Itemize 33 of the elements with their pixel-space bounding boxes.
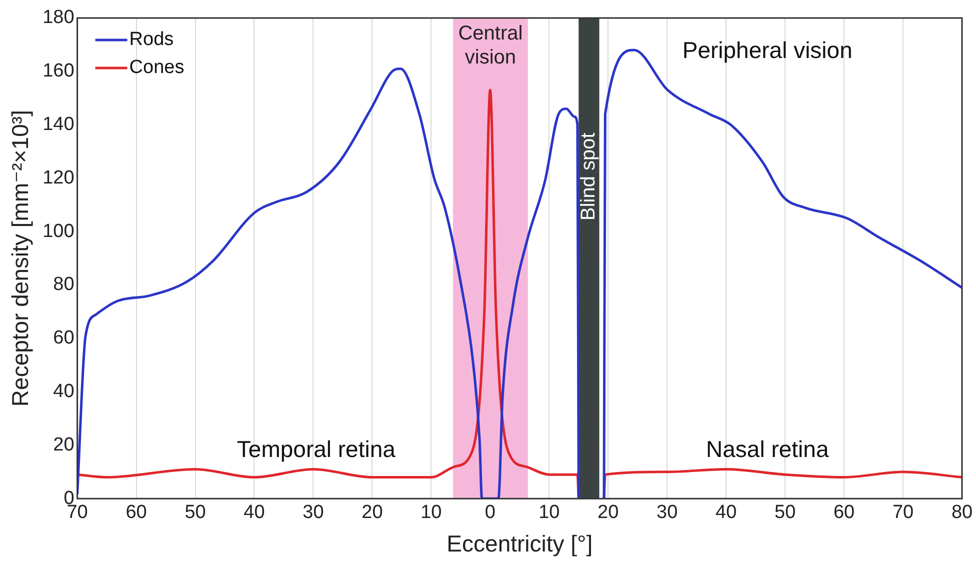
- y-tick-label: 20: [53, 434, 74, 456]
- annotation: Nasal retina: [706, 436, 829, 462]
- y-tick-label: 160: [42, 60, 74, 82]
- y-tick-label: 60: [53, 328, 74, 349]
- band-label: Central vision: [458, 22, 523, 69]
- x-tick-label: 20: [598, 502, 619, 524]
- x-tick-label: 50: [774, 502, 796, 524]
- annotation: Temporal retina: [236, 436, 396, 462]
- legend-label: Cones: [129, 57, 184, 78]
- y-tick-label: 40: [53, 381, 74, 402]
- x-tick-label: 80: [951, 502, 973, 524]
- x-tick-label: 0: [484, 502, 496, 524]
- y-tick-label: 180: [42, 7, 74, 28]
- y-tick-label: 120: [42, 167, 74, 188]
- x-tick-label: 10: [420, 502, 442, 524]
- x-tick-label: 10: [538, 502, 560, 524]
- x-tick-label: 60: [126, 502, 147, 524]
- x-axis-title: Eccentricity [°]: [446, 530, 593, 557]
- x-tick-label: 30: [656, 502, 678, 524]
- x-tick-label: 60: [833, 502, 855, 524]
- y-tick-label: 100: [42, 220, 74, 242]
- y-axis-title: Receptor density [mm⁻²×10³]: [7, 110, 34, 407]
- x-tick-label: 40: [716, 502, 737, 524]
- y-tick-label: 80: [53, 274, 74, 296]
- x-tick-label: 30: [302, 502, 324, 524]
- legend-label: Rods: [129, 29, 174, 50]
- band-label: Blind spot: [577, 132, 600, 221]
- x-tick-label: 20: [362, 502, 383, 524]
- annotation: Peripheral vision: [682, 36, 852, 63]
- x-tick-label: 40: [244, 502, 265, 524]
- x-tick-label: 50: [184, 502, 206, 524]
- x-tick-label: 70: [892, 502, 914, 524]
- y-tick-label: 140: [42, 114, 74, 136]
